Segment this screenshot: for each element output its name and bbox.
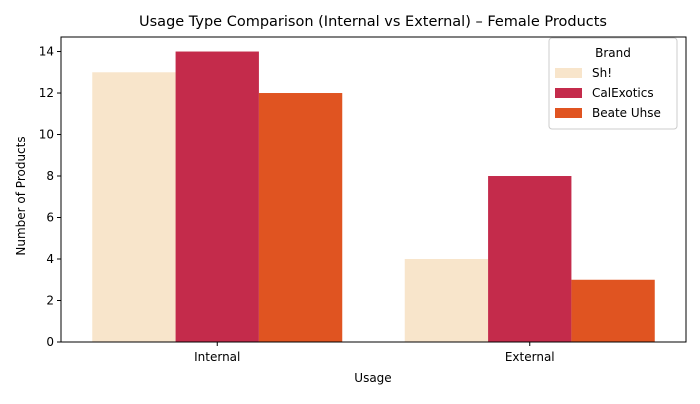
y-tick-label: 6	[46, 211, 54, 225]
legend-title: Brand	[595, 46, 631, 60]
plot-frame	[60, 36, 687, 343]
y-tick-label: 2	[46, 294, 54, 308]
y-tick-label: 0	[46, 335, 54, 349]
x-axis-label: Usage	[354, 371, 391, 385]
bar-beate-uhse-external	[571, 279, 655, 342]
legend-swatch	[555, 108, 582, 118]
legend: Brand Sh! CalExotics Beate Uhse	[548, 37, 678, 130]
bars-layer	[92, 51, 655, 343]
bar-sh--internal	[92, 72, 176, 343]
legend-frame	[548, 37, 678, 130]
y-tick-label: 10	[39, 128, 54, 142]
x-tick-label: External	[505, 350, 555, 364]
y-tick-label: 4	[46, 252, 54, 266]
y-axis: 0 2 4 6 8 10 12 14	[39, 45, 61, 349]
y-tick-label: 8	[46, 169, 54, 183]
legend-swatch	[555, 68, 582, 78]
bar-sh--external	[404, 259, 489, 342]
bar-calexotics-internal	[175, 51, 259, 343]
legend-label: Beate Uhse	[592, 106, 661, 120]
x-axis: Internal External	[194, 342, 555, 364]
chart-title: Usage Type Comparison (Internal vs Exter…	[139, 14, 607, 30]
legend-swatch	[555, 88, 582, 98]
y-tick-label: 12	[39, 86, 54, 100]
bar-calexotics-external	[488, 176, 572, 342]
x-tick-label: Internal	[194, 350, 240, 364]
bar-beate-uhse-internal	[258, 93, 343, 342]
legend-label: Sh!	[592, 66, 612, 80]
y-axis-label: Number of Products	[14, 136, 28, 255]
y-tick-label: 14	[39, 45, 54, 59]
legend-label: CalExotics	[592, 86, 654, 100]
legend-items: Sh! CalExotics Beate Uhse	[555, 66, 661, 120]
